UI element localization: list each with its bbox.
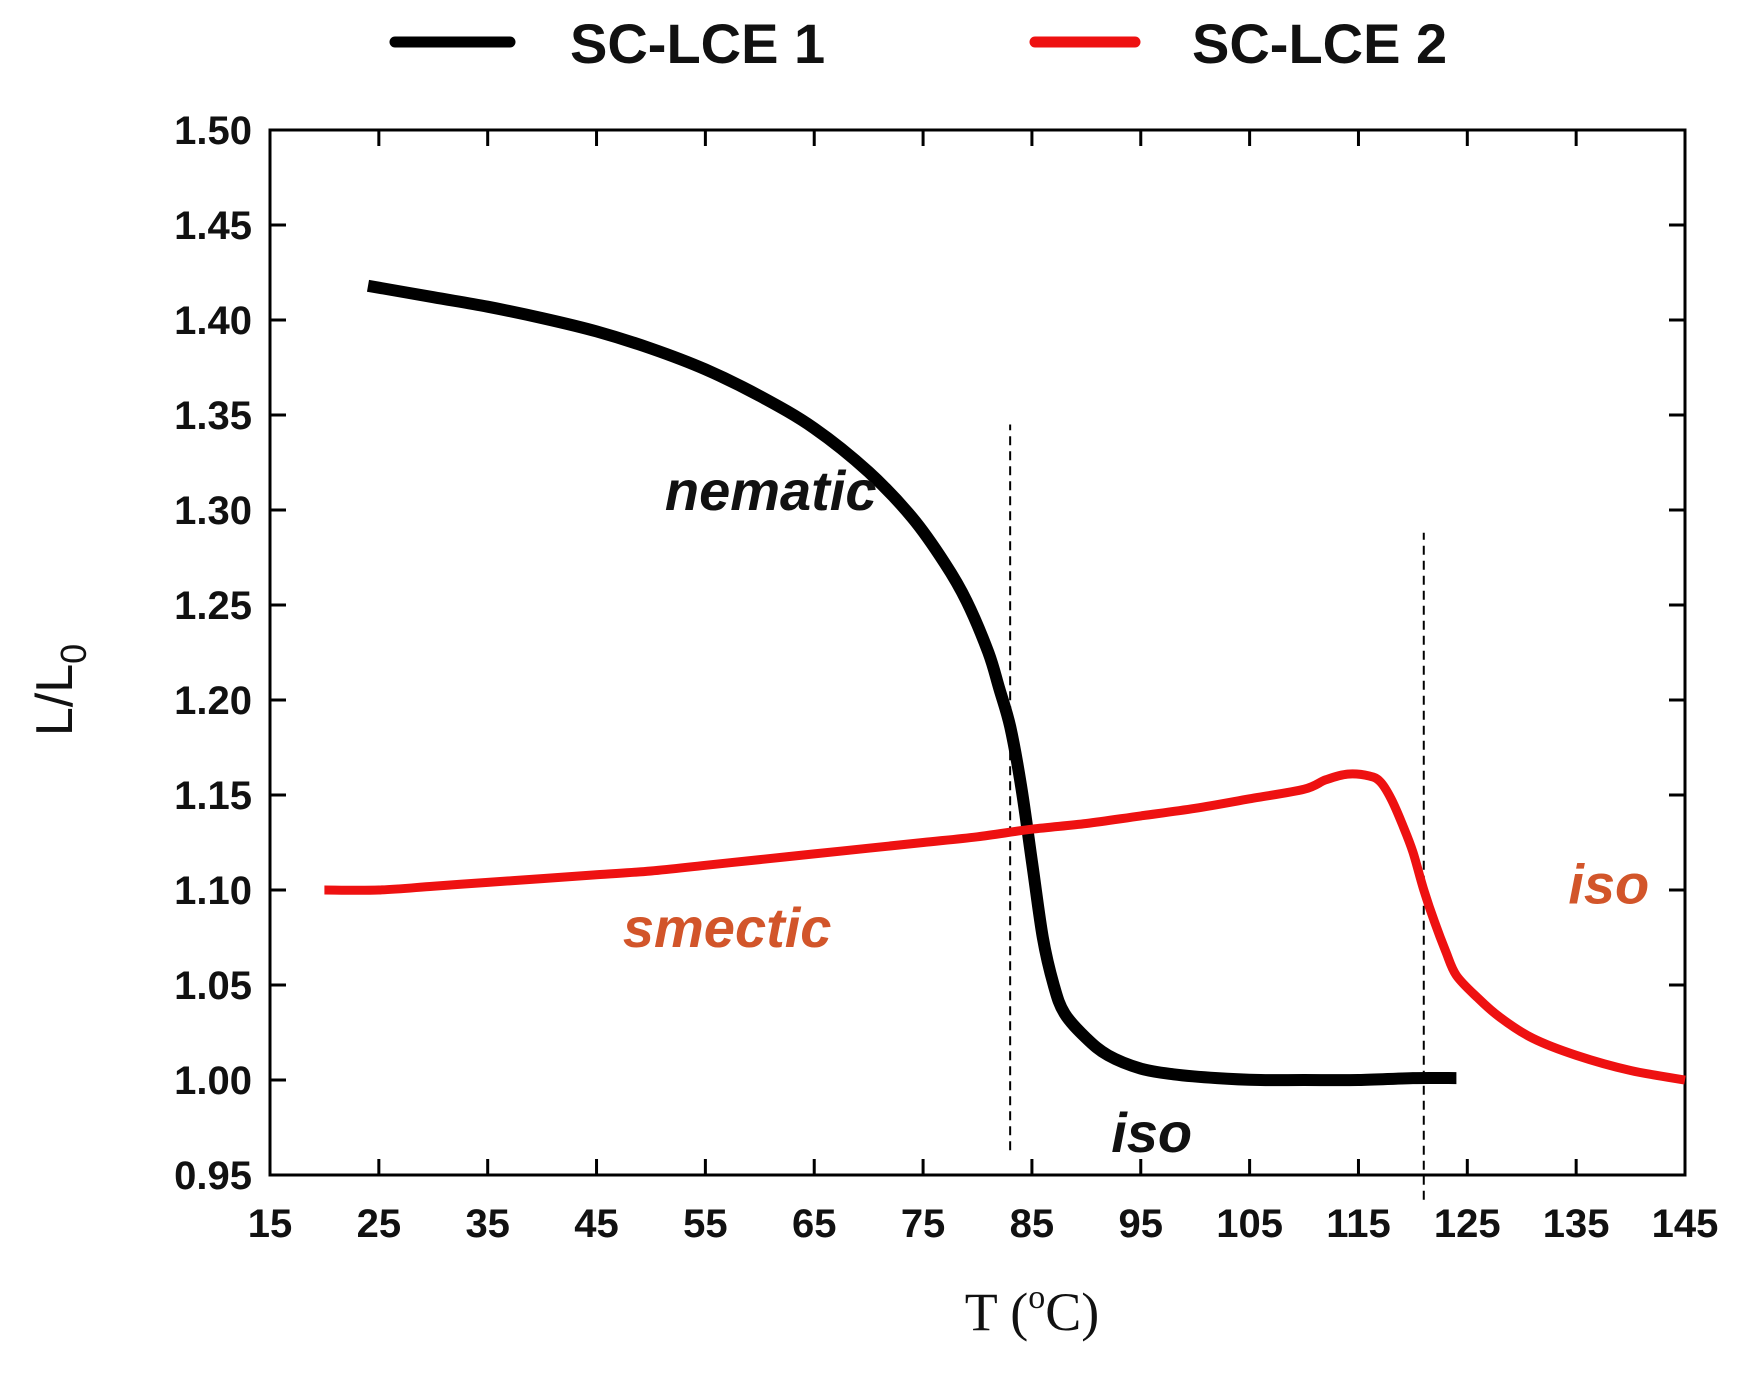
x-tick-label: 135 — [1543, 1202, 1610, 1246]
y-tick-label: 1.50 — [174, 109, 252, 153]
x-tick-label: 15 — [248, 1202, 293, 1246]
axis-ticks — [268, 128, 1687, 1177]
y-axis-label-subscript: 0 — [53, 644, 94, 664]
x-tick-label: 25 — [357, 1202, 402, 1246]
y-tick-label: 1.05 — [174, 964, 252, 1008]
series-line-sc-lce-1 — [366, 279, 1457, 1087]
y-tick-label: 0.95 — [174, 1154, 252, 1198]
y-tick-label: 1.35 — [174, 394, 252, 438]
x-tick-label: 125 — [1434, 1202, 1501, 1246]
legend-label-sc-lce-1: SC-LCE 1 — [570, 12, 825, 75]
x-axis-label-left: T ( — [965, 1282, 1029, 1342]
y-axis-label-main: L/L — [26, 664, 84, 736]
y-tick-label: 1.15 — [174, 774, 252, 818]
annotation-nematic: nematic — [665, 459, 877, 522]
y-tick-label: 1.25 — [174, 584, 252, 628]
x-tick-label: 115 — [1326, 1202, 1391, 1246]
y-tick-label: 1.10 — [174, 869, 252, 913]
x-axis-label-right: C) — [1045, 1282, 1099, 1342]
phase-annotations: nematic smectic iso iso — [623, 459, 1649, 1164]
y-tick-label: 1.30 — [174, 489, 252, 533]
annotation-iso: iso — [1568, 852, 1649, 915]
annotation-iso: iso — [1111, 1101, 1192, 1164]
y-tick-label: 1.00 — [174, 1059, 252, 1103]
x-tick-label: 75 — [901, 1202, 946, 1246]
y-tick-labels: 0.95 1.00 1.05 1.10 1.15 1.20 1.25 1.30 1.35 1.40… — [174, 109, 252, 1198]
y-tick-label: 1.40 — [174, 299, 252, 343]
x-tick-label: 145 — [1652, 1202, 1719, 1246]
series-line-sc-lce-2 — [324, 769, 1686, 1085]
x-tick-label: 65 — [792, 1202, 837, 1246]
y-tick-label: 1.45 — [174, 204, 252, 248]
x-tick-label: 85 — [1010, 1202, 1055, 1246]
x-tick-label: 95 — [1119, 1202, 1164, 1246]
y-axis-label: L/L0 — [26, 644, 94, 736]
x-tick-label: 35 — [465, 1202, 510, 1246]
plot-frame — [268, 128, 1687, 1177]
x-tick-label: 55 — [683, 1202, 728, 1246]
x-tick-label: 45 — [574, 1202, 619, 1246]
x-axis-label: T (oC) — [965, 1279, 1100, 1342]
legend: SC-LCE 1 SC-LCE 2 — [389, 12, 1447, 75]
transition-lines — [1009, 424, 1425, 1200]
annotation-smectic: smectic — [623, 896, 832, 959]
legend-label-sc-lce-2: SC-LCE 2 — [1192, 12, 1447, 75]
x-axis-label-degree: o — [1028, 1279, 1045, 1316]
x-tick-labels: 15 25 35 45 55 65 75 85 95 105 115 125 135 145 — [248, 1202, 1719, 1246]
x-tick-label: 105 — [1216, 1202, 1283, 1246]
y-tick-label: 1.20 — [174, 679, 252, 723]
